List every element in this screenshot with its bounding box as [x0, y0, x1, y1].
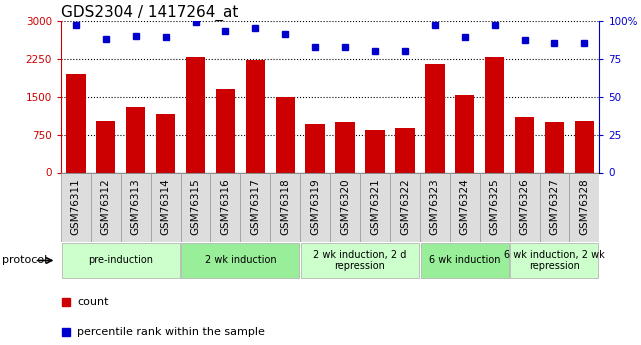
Bar — [420, 243, 509, 278]
Bar — [330, 172, 360, 242]
Bar — [215, 89, 235, 172]
Text: GSM76322: GSM76322 — [400, 178, 410, 235]
Text: GSM76316: GSM76316 — [221, 178, 230, 235]
Bar — [126, 107, 146, 172]
Bar — [515, 117, 535, 172]
Bar — [61, 172, 91, 242]
Bar — [425, 64, 445, 172]
Text: GSM76317: GSM76317 — [251, 178, 260, 235]
Bar — [66, 74, 86, 172]
Text: GSM76313: GSM76313 — [131, 178, 140, 235]
Bar — [450, 172, 479, 242]
Text: GSM76324: GSM76324 — [460, 178, 470, 235]
Bar — [479, 172, 510, 242]
Bar — [395, 128, 415, 172]
Bar — [306, 125, 325, 172]
Bar — [301, 243, 419, 278]
Bar — [510, 243, 599, 278]
Text: 2 wk induction: 2 wk induction — [204, 256, 276, 265]
Bar — [151, 172, 181, 242]
Bar — [485, 57, 504, 172]
Bar — [62, 243, 179, 278]
Bar — [186, 57, 205, 172]
Text: GSM76323: GSM76323 — [430, 178, 440, 235]
Text: GSM76311: GSM76311 — [71, 178, 81, 235]
Bar — [246, 60, 265, 172]
Bar — [91, 172, 121, 242]
Bar — [181, 172, 210, 242]
Bar — [96, 121, 115, 172]
Text: GSM76312: GSM76312 — [101, 178, 111, 235]
Text: GSM76319: GSM76319 — [310, 178, 320, 235]
Text: GSM76320: GSM76320 — [340, 178, 350, 235]
Bar — [335, 122, 355, 172]
Text: GSM76326: GSM76326 — [520, 178, 529, 235]
Bar — [540, 172, 569, 242]
Text: GSM76318: GSM76318 — [280, 178, 290, 235]
Bar — [390, 172, 420, 242]
Text: GSM76325: GSM76325 — [490, 178, 499, 235]
Text: 6 wk induction: 6 wk induction — [429, 256, 501, 265]
Bar — [455, 95, 474, 172]
Bar — [210, 172, 240, 242]
Bar — [121, 172, 151, 242]
Text: GDS2304 / 1417264_at: GDS2304 / 1417264_at — [61, 4, 238, 21]
Bar — [181, 243, 299, 278]
Bar — [271, 172, 300, 242]
Text: GSM76327: GSM76327 — [549, 178, 560, 235]
Bar — [276, 97, 295, 172]
Text: GSM76315: GSM76315 — [190, 178, 201, 235]
Text: count: count — [77, 297, 108, 307]
Bar — [569, 172, 599, 242]
Text: protocol: protocol — [2, 256, 47, 265]
Bar — [360, 172, 390, 242]
Bar — [545, 122, 564, 172]
Bar — [156, 114, 176, 172]
Bar — [365, 130, 385, 172]
Text: GSM76321: GSM76321 — [370, 178, 380, 235]
Bar — [300, 172, 330, 242]
Bar — [240, 172, 271, 242]
Bar — [510, 172, 540, 242]
Bar — [575, 121, 594, 172]
Text: GSM76328: GSM76328 — [579, 178, 589, 235]
Bar — [420, 172, 450, 242]
Text: pre-induction: pre-induction — [88, 256, 153, 265]
Text: GSM76314: GSM76314 — [161, 178, 171, 235]
Text: 2 wk induction, 2 d
repression: 2 wk induction, 2 d repression — [313, 250, 407, 271]
Text: 6 wk induction, 2 wk
repression: 6 wk induction, 2 wk repression — [504, 250, 605, 271]
Text: percentile rank within the sample: percentile rank within the sample — [77, 327, 265, 337]
